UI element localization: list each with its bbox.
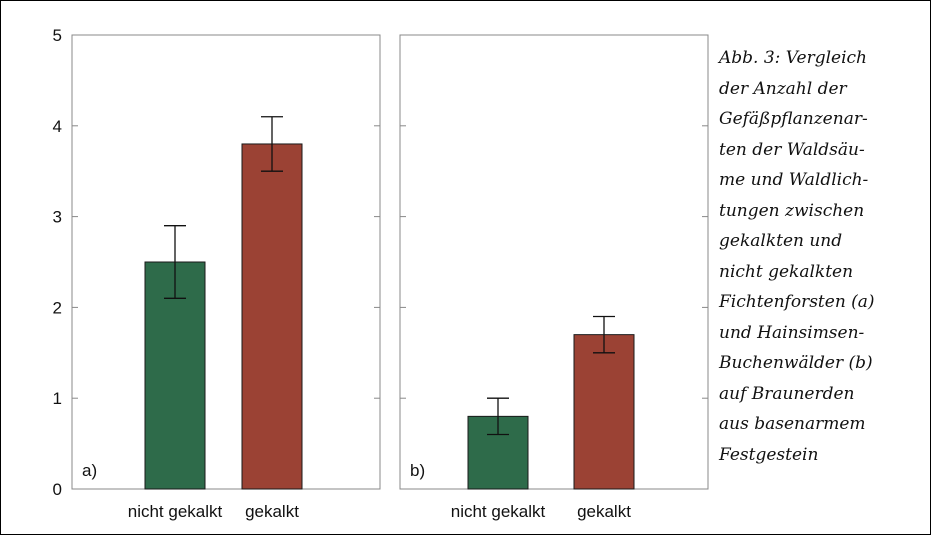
figure-caption: Abb. 3: Vergleich der Anzahl der Gefäßpf…: [719, 43, 919, 470]
plot-area: [71, 34, 381, 490]
caption-line: Fichtenforsten (a): [719, 292, 875, 312]
bar: [144, 261, 206, 490]
y-tick-label: 5: [53, 26, 62, 45]
panel-label: a): [82, 461, 97, 480]
plot-area: [399, 34, 709, 490]
x-category-label: nicht gekalkt: [128, 502, 223, 521]
x-category-label: nicht gekalkt: [451, 502, 546, 521]
caption-line: auf Braunerden: [719, 383, 855, 404]
caption-line: und Hainsimsen-: [719, 322, 865, 343]
chart-panel-a: 0 1 2 3 4 5 nicht gekalkt gekalkt a): [53, 26, 381, 521]
chart-panel-b: nicht gekalkt gekalkt b): [399, 34, 709, 521]
bar: [241, 143, 303, 490]
caption-line: Festgestein: [719, 444, 819, 465]
x-category-label: gekalkt: [577, 502, 631, 521]
caption-line: nicht gekalkten: [719, 261, 854, 282]
caption-line: aus basenarmem: [719, 414, 866, 434]
caption-line: ten der Waldsäu-: [719, 139, 865, 160]
y-tick-label: 2: [53, 298, 62, 317]
caption-line: Abb. 3: Vergleich: [719, 48, 867, 68]
caption-line: me und Waldlich-: [719, 170, 869, 190]
caption-line: der Anzahl der: [719, 78, 847, 99]
y-tick-label: 1: [53, 389, 62, 408]
bar: [573, 334, 635, 490]
caption-line: Buchenwälder (b): [719, 353, 873, 373]
caption-line: gekalkten und: [719, 231, 843, 251]
y-tick-label: 4: [53, 117, 62, 136]
panel-label: b): [410, 461, 425, 480]
y-tick-label: 3: [53, 208, 62, 227]
caption-line: Gefäßpflanzenar-: [719, 109, 868, 129]
caption-line: tungen zwischen: [719, 200, 865, 221]
x-category-label: gekalkt: [245, 502, 299, 521]
y-tick-label: 0: [53, 480, 62, 499]
